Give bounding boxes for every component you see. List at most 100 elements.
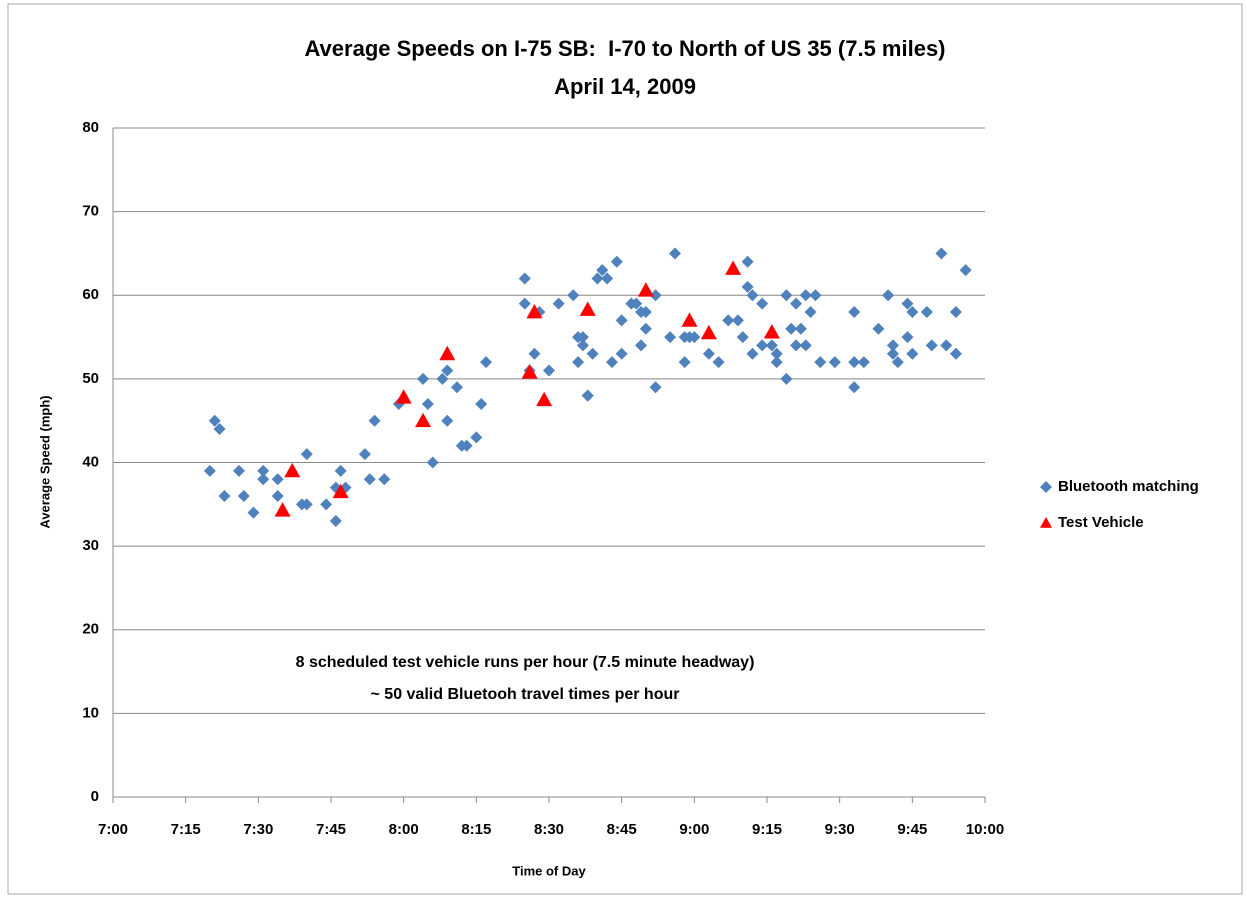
point <box>615 347 628 360</box>
point <box>439 345 456 361</box>
y-tick-label: 50 <box>82 370 99 387</box>
point <box>334 464 347 477</box>
point <box>780 289 793 302</box>
point <box>872 322 885 335</box>
point <box>949 305 962 318</box>
point <box>712 356 725 369</box>
point <box>925 339 938 352</box>
chart-border <box>7 3 1243 895</box>
point <box>935 247 948 260</box>
point <box>765 339 778 352</box>
point <box>591 272 604 285</box>
point <box>218 489 231 502</box>
point <box>940 339 953 352</box>
x-tick-label: 8:30 <box>534 821 564 838</box>
point <box>415 412 432 428</box>
point <box>790 339 803 352</box>
point <box>809 289 822 302</box>
x-tick-label: 9:45 <box>897 821 927 838</box>
point <box>470 431 483 444</box>
point <box>731 314 744 327</box>
point <box>891 356 904 369</box>
point <box>567 289 580 302</box>
point <box>271 489 284 502</box>
point <box>770 347 783 360</box>
point <box>480 356 493 369</box>
point <box>770 356 783 369</box>
point <box>799 289 812 302</box>
point <box>320 498 333 511</box>
point <box>528 347 541 360</box>
point <box>213 423 226 436</box>
point <box>576 331 589 344</box>
point <box>725 260 742 275</box>
point <box>237 489 250 502</box>
point <box>203 464 216 477</box>
y-tick-label: 80 <box>82 119 99 136</box>
point <box>700 324 717 340</box>
point <box>247 506 260 519</box>
point <box>332 483 349 499</box>
x-tick-label: 9:30 <box>825 821 855 838</box>
legend-marker <box>1040 517 1052 528</box>
point <box>763 324 780 339</box>
point <box>329 515 342 528</box>
point <box>901 297 914 310</box>
point <box>746 347 759 360</box>
point <box>417 372 430 385</box>
point <box>828 356 841 369</box>
point <box>576 339 589 352</box>
point <box>395 389 412 404</box>
point <box>601 272 614 285</box>
y-tick-label: 0 <box>91 788 99 805</box>
point <box>901 331 914 344</box>
point <box>882 289 895 302</box>
point <box>475 397 488 410</box>
point <box>848 381 861 394</box>
x-tick-label: 10:00 <box>966 821 1004 838</box>
point <box>605 356 618 369</box>
point <box>579 301 596 316</box>
point <box>630 297 643 310</box>
point <box>232 464 245 477</box>
point <box>790 297 803 310</box>
point <box>441 414 454 427</box>
y-tick-label: 10 <box>82 704 99 721</box>
point <box>363 473 376 486</box>
point <box>521 364 538 379</box>
point <box>722 314 735 327</box>
point <box>741 255 754 268</box>
point <box>799 339 812 352</box>
chart-subtitle: April 14, 2009 <box>554 74 696 99</box>
point <box>886 347 899 360</box>
point <box>639 305 652 318</box>
x-tick-label: 7:15 <box>171 821 201 838</box>
point <box>572 356 585 369</box>
x-tick-label: 7:45 <box>316 821 346 838</box>
y-tick-label: 70 <box>82 203 99 220</box>
point <box>368 414 381 427</box>
point <box>460 439 473 452</box>
point <box>814 356 827 369</box>
point <box>649 381 662 394</box>
legend-label: Test Vehicle <box>1058 514 1144 531</box>
x-tick-label: 8:00 <box>389 821 419 838</box>
x-tick-label: 7:30 <box>243 821 273 838</box>
y-tick-label: 60 <box>82 286 99 303</box>
chart-title: Average Speeds on I-75 SB: I-70 to North… <box>304 36 945 61</box>
point <box>637 282 654 297</box>
point <box>702 347 715 360</box>
x-tick-label: 9:15 <box>752 821 782 838</box>
point <box>920 305 933 318</box>
point <box>736 331 749 344</box>
point <box>848 305 861 318</box>
point <box>208 414 221 427</box>
y-axis-label: Average Speed (mph) <box>37 395 52 528</box>
point <box>586 347 599 360</box>
annotation: ~ 50 valid Bluetooh travel times per hou… <box>371 686 680 703</box>
point <box>426 456 439 469</box>
point <box>949 347 962 360</box>
x-tick-label: 8:15 <box>461 821 491 838</box>
point <box>610 255 623 268</box>
point <box>518 297 531 310</box>
